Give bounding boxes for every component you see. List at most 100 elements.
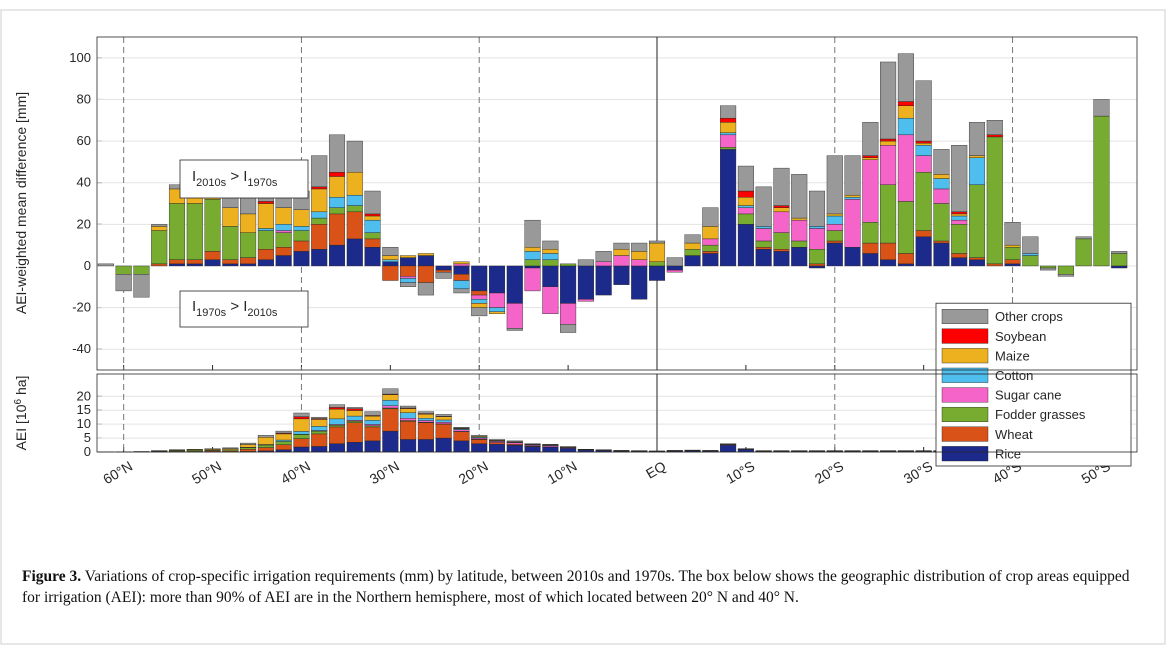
bar-segment (453, 440, 470, 453)
bar-segment (311, 426, 328, 431)
y-tick-label: 80 (77, 91, 91, 106)
bar-segment (311, 419, 328, 427)
bar-segment (364, 426, 381, 442)
bar-segment (844, 197, 861, 200)
bar-segment (168, 259, 186, 265)
bar-segment (915, 236, 932, 267)
bar-segment (737, 213, 754, 225)
bar-segment (862, 155, 879, 158)
bar-segment (773, 205, 790, 208)
x-tick-label: 50°N (189, 458, 224, 487)
bar-segment (275, 224, 292, 231)
bar-segment (488, 444, 506, 453)
bar-segment (257, 259, 274, 267)
y-tick-label: 20 (77, 216, 91, 231)
bar-segment (791, 247, 808, 267)
bar-segment (506, 442, 523, 445)
bar-segment (275, 439, 292, 442)
bar-segment (346, 205, 363, 213)
bar-segment (240, 213, 257, 233)
bar-segment (328, 134, 346, 173)
y-tick-label: 100 (69, 50, 91, 65)
bar-segment (382, 388, 399, 395)
bar-segment (382, 265, 399, 281)
bar-segment (257, 444, 274, 448)
bar-segment (435, 423, 452, 439)
bar-segment (560, 324, 577, 333)
x-tick-label: 10°N (545, 458, 580, 487)
bar-segment (897, 53, 914, 102)
bar-segment (933, 149, 950, 175)
bar-segment (897, 201, 914, 254)
bar-segment (275, 255, 292, 267)
bar-segment (364, 190, 381, 215)
bar-segment (311, 446, 328, 453)
bar-segment (488, 292, 506, 308)
bar-segment (826, 242, 843, 267)
bar-segment (417, 255, 434, 267)
bar-segment (933, 188, 950, 204)
bar-segment (524, 219, 541, 248)
bar-segment (577, 265, 594, 300)
bar-segment (417, 420, 434, 423)
bar-segment (862, 253, 879, 267)
bar-segment (186, 203, 203, 260)
bar-segment (986, 263, 1003, 267)
bar-segment (524, 267, 541, 292)
y-tick-label: -40 (72, 341, 91, 356)
bar-segment (808, 263, 826, 267)
legend-label: Maize (995, 348, 1030, 363)
bar-segment (293, 418, 310, 432)
bar-segment (328, 172, 346, 177)
bar-segment (684, 249, 701, 256)
bar-segment (808, 249, 826, 265)
annotation-part: I (192, 298, 196, 315)
bar-segment (897, 105, 914, 119)
bar-segment (364, 415, 381, 421)
bar-segment (417, 413, 434, 419)
bar-segment (328, 176, 346, 198)
y-tick-label: 0 (84, 444, 91, 459)
bar-segment (204, 199, 221, 252)
bar-segment (613, 242, 630, 250)
bar-segment (293, 226, 310, 231)
bar-segment (808, 190, 826, 227)
bar-segment (1004, 222, 1021, 246)
bar-segment (542, 253, 559, 260)
bar-segment (1093, 99, 1110, 117)
bar-segment (293, 438, 310, 448)
x-tick-label: 40°N (278, 458, 313, 487)
bar-segment (720, 149, 737, 267)
bar-segment (826, 240, 843, 244)
bar-segment (257, 201, 274, 204)
bar-segment (471, 443, 488, 453)
bar-segment (897, 117, 914, 136)
bar-segment (275, 433, 292, 441)
bar-segment (862, 122, 879, 156)
annotation-sub: 2010s (196, 177, 226, 189)
bar-segment (382, 259, 399, 262)
bar-segment (933, 203, 950, 242)
bar-segment (506, 328, 523, 331)
bar-segment (897, 101, 914, 106)
bar-segment (880, 138, 897, 142)
bar-segment (755, 186, 772, 227)
bar-segment (844, 194, 861, 198)
bar-segment (133, 274, 150, 298)
bar-segment (1040, 265, 1057, 269)
bar-segment (915, 145, 932, 156)
bar-segment (151, 263, 168, 267)
bar-segment (720, 134, 737, 148)
bar-segment (417, 439, 434, 453)
bar-segment (346, 140, 363, 173)
bar-segment (471, 299, 488, 304)
bar-segment (648, 261, 666, 267)
x-tick-label: 20°N (456, 458, 491, 487)
bar-segment (293, 431, 310, 435)
bar-segment (364, 411, 381, 416)
bar-segment (666, 257, 683, 267)
bar-segment (1004, 263, 1021, 267)
bar-segment (488, 265, 506, 294)
bar-segment (560, 446, 577, 448)
bar-segment (862, 159, 879, 223)
